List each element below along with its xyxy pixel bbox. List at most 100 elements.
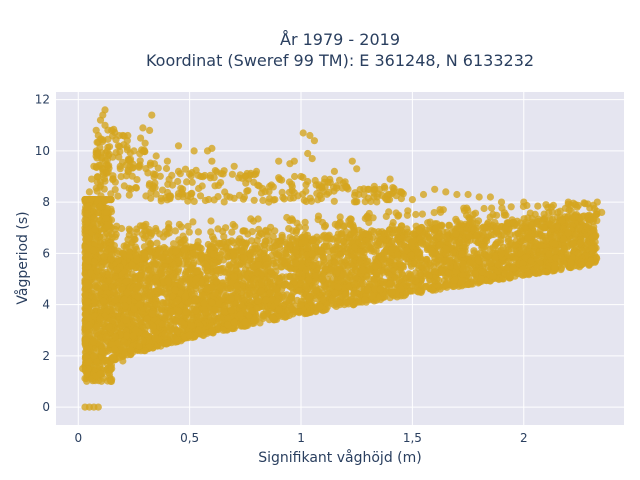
data-point [142,330,150,338]
data-point [497,236,505,244]
data-point [190,290,198,298]
data-point [178,325,186,333]
data-point [228,294,236,302]
data-point [399,234,407,242]
data-point [507,203,515,211]
data-point [464,265,472,274]
data-point [165,229,173,237]
data-point [393,226,401,234]
data-point [433,258,441,266]
data-point [580,199,588,207]
data-point [110,288,118,296]
data-point [207,228,215,236]
data-point [314,212,323,220]
data-point [254,261,263,269]
data-point [125,225,133,233]
data-point [541,268,550,276]
data-point [124,235,132,243]
data-point [143,304,151,312]
data-point [351,266,359,274]
data-point [180,246,189,254]
data-point [171,286,179,294]
data-point [534,202,542,210]
data-point [444,269,452,277]
data-point [429,286,437,294]
data-point [443,228,451,236]
data-point [425,271,433,279]
data-point [100,258,108,266]
data-point [583,240,592,248]
data-point [212,278,220,286]
data-point [487,259,495,267]
data-point [387,256,395,264]
data-point [228,278,236,286]
data-point [113,339,121,348]
data-point [243,287,252,296]
data-point [120,337,128,345]
data-point [312,243,320,252]
data-point [551,247,559,255]
data-point [351,273,359,281]
data-point [167,247,175,255]
data-point [483,237,491,245]
data-point [445,221,453,229]
data-point [426,218,434,226]
data-point [163,284,171,293]
data-point [576,239,585,247]
data-point [588,245,596,253]
data-point [412,210,420,219]
data-point [590,204,599,213]
data-point [90,352,98,360]
data-point [327,266,335,274]
data-point [220,233,228,241]
data-point [177,223,185,231]
data-point [191,296,199,304]
data-point [108,375,116,383]
data-point [175,307,183,315]
data-point [522,218,530,226]
data-point [528,214,536,222]
data-point [108,230,116,238]
data-point [319,275,327,284]
data-point [452,230,460,238]
data-point [106,276,114,284]
data-point [155,260,163,268]
data-point [345,217,353,225]
data-point [178,318,186,326]
data-point [190,249,198,258]
data-point [474,217,483,225]
data-point [535,269,543,277]
data-point [184,222,192,230]
data-point [390,243,398,251]
data-point [428,247,436,255]
data-point [368,227,376,235]
data-point [119,249,127,257]
data-point [372,269,380,277]
data-point [157,288,166,296]
data-point [404,207,412,215]
data-point [240,254,248,262]
data-point [524,234,532,242]
data-point [312,259,320,268]
data-point [152,328,160,337]
data-point [187,321,195,330]
data-point [392,209,400,217]
data-point [465,232,473,240]
data-point [498,204,506,212]
data-point [122,278,130,286]
data-point [100,232,108,240]
data-point [254,215,262,223]
data-point [293,219,301,227]
data-point [413,255,422,263]
data-point [109,316,117,325]
data-point [185,228,193,236]
data-point [552,254,560,262]
data-point [436,253,444,261]
data-point [436,206,444,214]
data-point [170,240,178,248]
data-point [118,224,126,233]
data-point [167,308,176,316]
data-point [197,244,205,253]
data-point [224,321,232,329]
data-point [248,228,256,236]
